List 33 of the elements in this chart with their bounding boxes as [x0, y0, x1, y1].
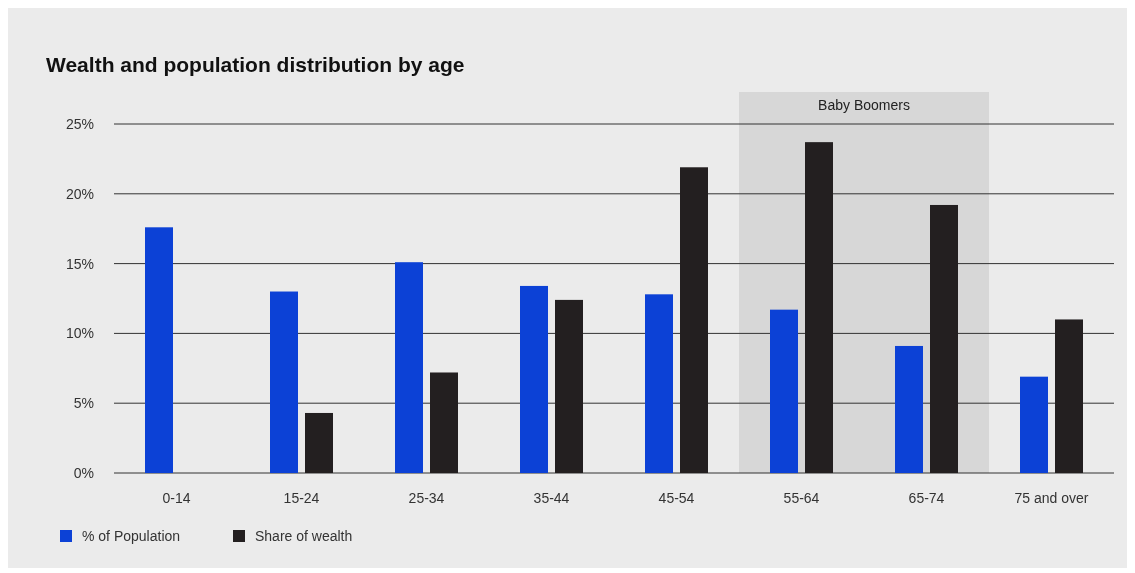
bar	[895, 345, 923, 473]
bar	[930, 204, 958, 473]
bar	[270, 291, 298, 473]
y-tick-label: 0%	[73, 465, 94, 481]
y-tick-label: 15%	[65, 255, 94, 272]
x-tick-label: 75 and over	[1014, 490, 1089, 506]
x-tick-label: 35-44	[533, 490, 570, 506]
bar	[520, 285, 548, 473]
chart-title: Wealth and population distribution by age	[46, 53, 465, 76]
bar	[555, 299, 583, 473]
legend-label: % of Population	[82, 528, 181, 544]
bar	[395, 262, 423, 473]
bar	[680, 167, 708, 473]
bar	[1020, 376, 1048, 473]
y-tick-label: 5%	[73, 395, 94, 412]
y-tick-label: 10%	[65, 325, 94, 342]
y-tick-label: 25%	[65, 116, 94, 132]
x-tick-label: 15-24	[283, 490, 320, 506]
bar	[805, 142, 833, 473]
band-label: Baby Boomers	[818, 97, 910, 113]
legend-label: Share of wealth	[255, 528, 353, 544]
bar	[770, 309, 798, 473]
x-tick-label: 55-64	[783, 490, 820, 506]
bar	[145, 227, 173, 473]
x-tick-label: 25-34	[408, 490, 445, 506]
bar	[1055, 319, 1083, 473]
bar	[645, 294, 673, 473]
bar	[430, 372, 458, 473]
x-tick-label: 0-14	[162, 490, 191, 506]
x-tick-label: 65-74	[908, 490, 945, 506]
y-tick-label: 20%	[65, 185, 94, 202]
x-tick-label: 45-54	[658, 490, 695, 506]
bar	[305, 412, 333, 473]
